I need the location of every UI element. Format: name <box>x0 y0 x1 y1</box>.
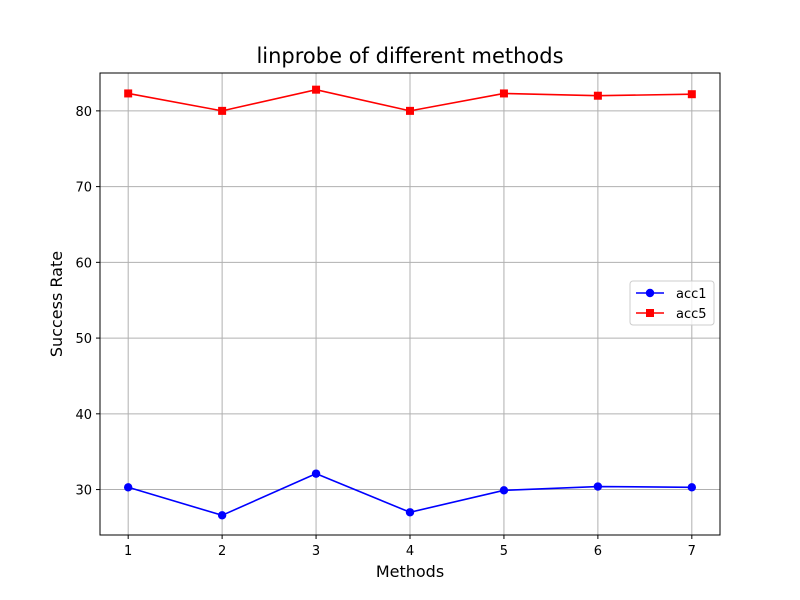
x-tick-label: 4 <box>406 544 414 559</box>
acc5-point <box>218 106 227 115</box>
x-tick-label: 3 <box>312 544 320 559</box>
legend-marker <box>645 288 655 298</box>
x-tick-label: 5 <box>500 544 508 559</box>
chart-title: linprobe of different methods <box>256 44 563 68</box>
x-tick-label: 2 <box>218 544 226 559</box>
y-tick-label: 30 <box>75 484 92 499</box>
acc5-point <box>687 90 696 99</box>
acc1-point <box>687 483 697 492</box>
y-tick-label: 70 <box>75 181 92 196</box>
acc1-point <box>311 469 321 478</box>
series-layer <box>123 85 697 520</box>
legend-marker <box>646 309 654 317</box>
x-tick-label: 7 <box>688 544 696 559</box>
legend-label: acc1 <box>676 287 707 302</box>
acc5-point <box>499 89 508 98</box>
acc5-point <box>593 91 602 100</box>
x-tick-label: 6 <box>594 544 602 559</box>
y-tick-label: 50 <box>75 332 92 347</box>
axis-ticks: 1 2 3 4 5 6 7 30 40 50 60 70 80 <box>75 105 696 559</box>
y-tick-label: 40 <box>75 408 92 423</box>
acc1-point <box>593 482 603 491</box>
legend: acc1 acc5 <box>629 280 715 326</box>
acc1-point <box>217 511 227 520</box>
acc1-point <box>123 483 133 492</box>
acc1-point <box>405 508 415 517</box>
x-tick-label: 1 <box>124 544 132 559</box>
x-axis-label: Methods <box>376 562 444 581</box>
legend-label: acc5 <box>676 307 707 322</box>
grid-lines <box>100 73 720 535</box>
acc1-point <box>499 486 509 495</box>
y-axis-label: Success Rate <box>47 251 66 357</box>
y-tick-label: 60 <box>75 256 92 271</box>
y-tick-label: 80 <box>75 105 92 120</box>
acc5-point <box>312 85 321 94</box>
acc5-point <box>124 89 133 98</box>
acc5-point <box>406 106 414 115</box>
